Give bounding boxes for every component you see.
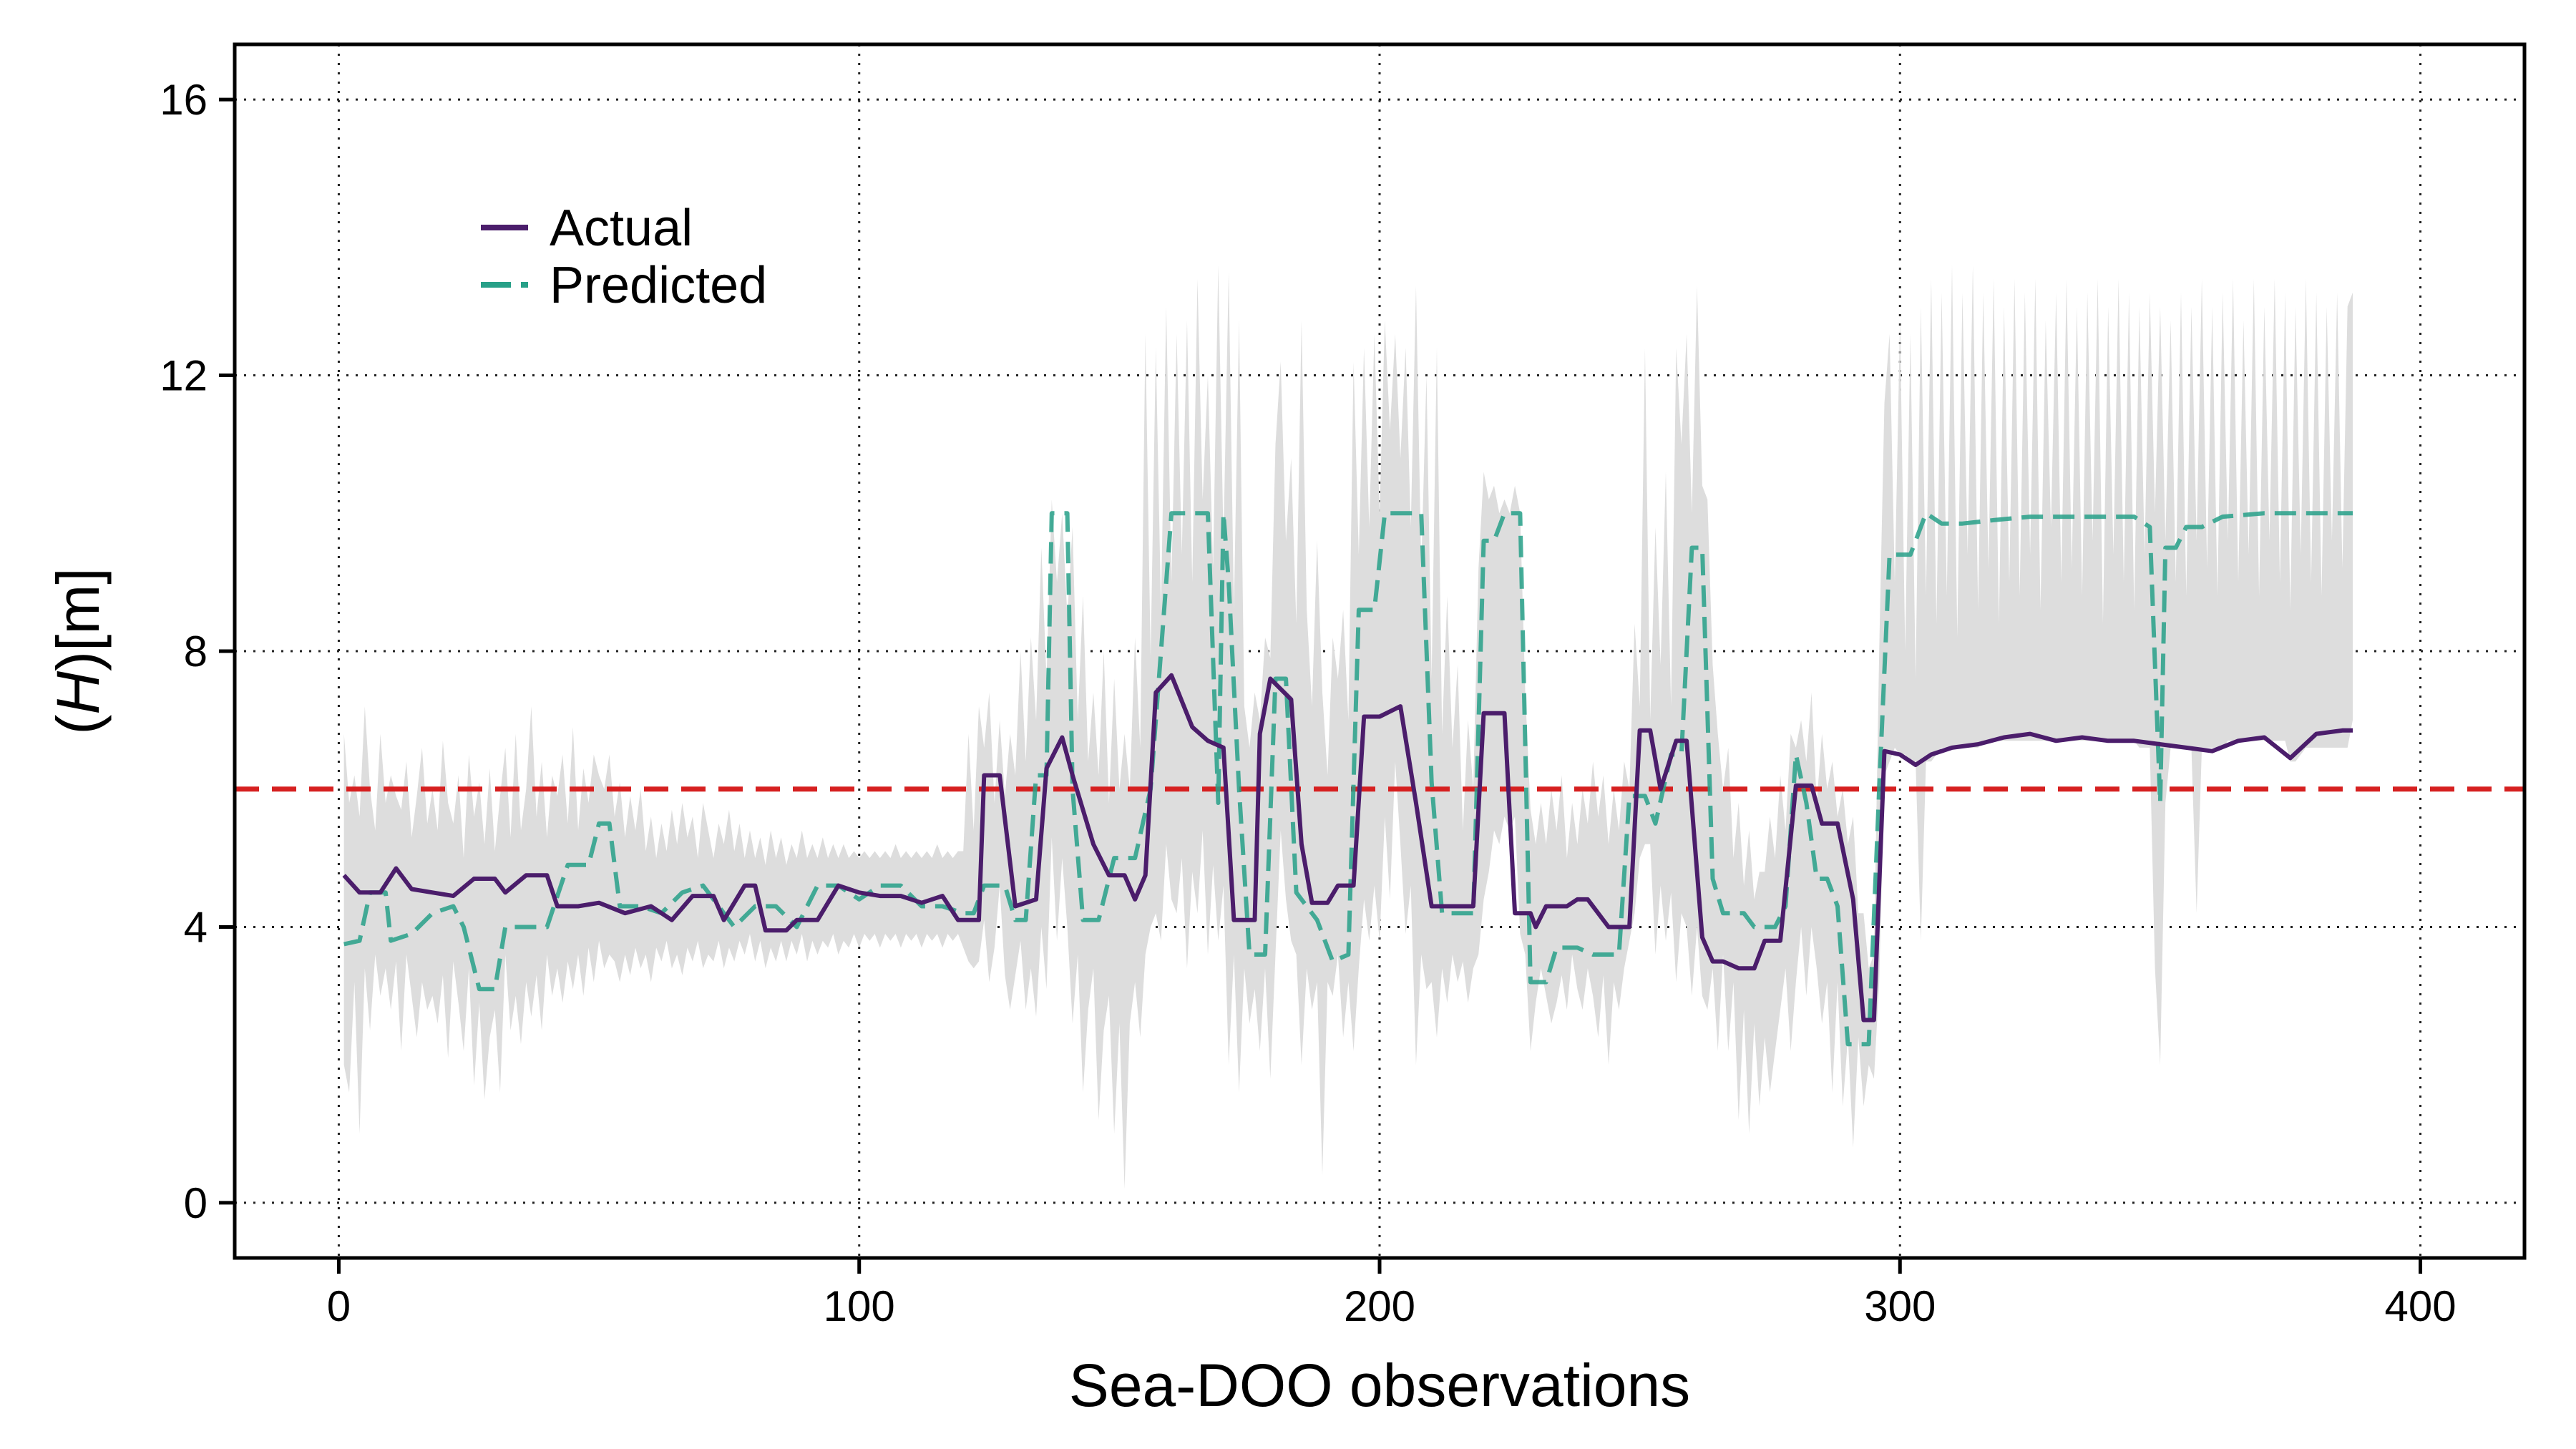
- uncertainty-band: [343, 265, 2353, 1189]
- x-tick-label-2: 200: [1344, 1282, 1415, 1330]
- y-tick-label-0: 0: [184, 1179, 208, 1227]
- y-tick-label-1: 4: [184, 903, 208, 951]
- series-layer: [342, 511, 2353, 1047]
- x-tick-label-3: 300: [1864, 1282, 1936, 1330]
- y-axis-title-suffix: )[m]: [44, 567, 112, 671]
- y-axis-title: (H)[m]: [44, 567, 112, 734]
- ticks: 0 100 200 300 400 0 4 8 12 16: [160, 76, 2456, 1330]
- y-axis-title-variable: H: [44, 671, 112, 715]
- series-line-predicted: [343, 511, 2353, 1047]
- band-layer: [343, 265, 2353, 1189]
- x-tick-label-4: 400: [2384, 1282, 2456, 1330]
- x-axis-title: Sea-DOO observations: [1069, 1352, 1690, 1419]
- y-tick-label-4: 16: [160, 76, 208, 124]
- y-tick-label-3: 12: [160, 352, 208, 400]
- legend-label-actual: Actual: [550, 200, 693, 257]
- x-tick-label-0: 0: [327, 1282, 351, 1330]
- y-axis-title-prefix: (: [44, 715, 112, 735]
- y-tick-label-2: 8: [184, 628, 208, 675]
- legend-label-predicted: Predicted: [550, 257, 767, 314]
- x-tick-label-1: 100: [824, 1282, 895, 1330]
- series-line-actual: [342, 673, 2353, 1023]
